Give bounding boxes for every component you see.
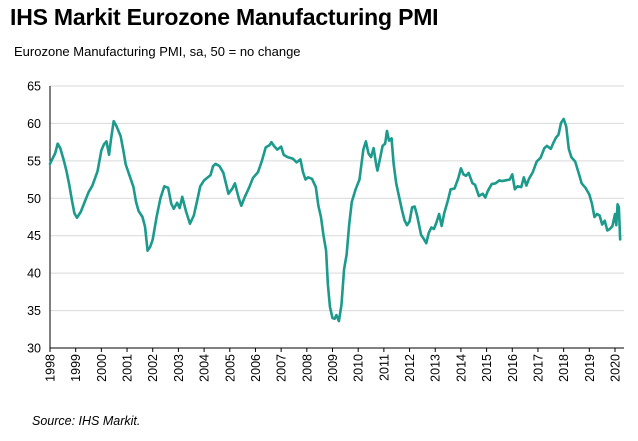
x-tick-label-2003: 2003 [172,354,186,382]
x-tick-label-2009: 2009 [326,354,340,382]
x-tick-label-2020: 2020 [609,354,623,382]
x-tick-label-2011: 2011 [377,354,391,381]
series-layer [48,117,622,323]
x-tick-label-2015: 2015 [480,354,494,382]
x-tick-label-2004: 2004 [198,354,212,382]
axes [49,86,624,352]
x-tick-label-2002: 2002 [146,354,160,382]
y-axis-tick-labels: 30 35 40 45 50 55 60 65 [27,80,41,356]
x-tick-label-2007: 2007 [275,354,289,382]
series-line-pmi [48,117,622,323]
x-tick-label-2012: 2012 [403,354,417,382]
x-tick-label-2010: 2010 [352,354,366,382]
x-tick-label-2017: 2017 [531,354,545,382]
x-axis-tick-labels: 1998 1999 2000 2001 2002 2003 2004 2005 2006 2007… [44,354,623,382]
source-note: Source: IHS Markit. [32,414,141,428]
y-tick-label-60: 60 [27,117,41,131]
x-tick-label-2006: 2006 [249,354,263,382]
y-tick-label-65: 65 [27,80,41,94]
x-tick-label-2008: 2008 [300,354,314,382]
y-tick-label-45: 45 [27,229,41,243]
y-tick-label-30: 30 [27,342,41,356]
x-tick-label-2000: 2000 [95,354,109,382]
x-tick-label-2005: 2005 [223,354,237,382]
x-tick-label-1998: 1998 [44,354,58,382]
x-tick-label-2019: 2019 [583,354,597,382]
x-tick-label-2014: 2014 [454,354,468,382]
y-tick-label-50: 50 [27,192,41,206]
x-tick-label-2016: 2016 [506,354,520,382]
gridlines [50,85,624,312]
y-tick-label-55: 55 [27,154,41,168]
x-tick-label-1999: 1999 [69,354,83,382]
x-tick-label-2018: 2018 [557,354,571,382]
y-tick-label-35: 35 [27,304,41,318]
chart-subtitle: Eurozone Manufacturing PMI, sa, 50 = no … [14,44,301,59]
x-tick-label-2001: 2001 [121,354,135,382]
chart-title: IHS Markit Eurozone Manufacturing PMI [10,4,439,30]
y-tick-label-40: 40 [27,267,41,281]
x-tick-label-2013: 2013 [429,354,443,382]
